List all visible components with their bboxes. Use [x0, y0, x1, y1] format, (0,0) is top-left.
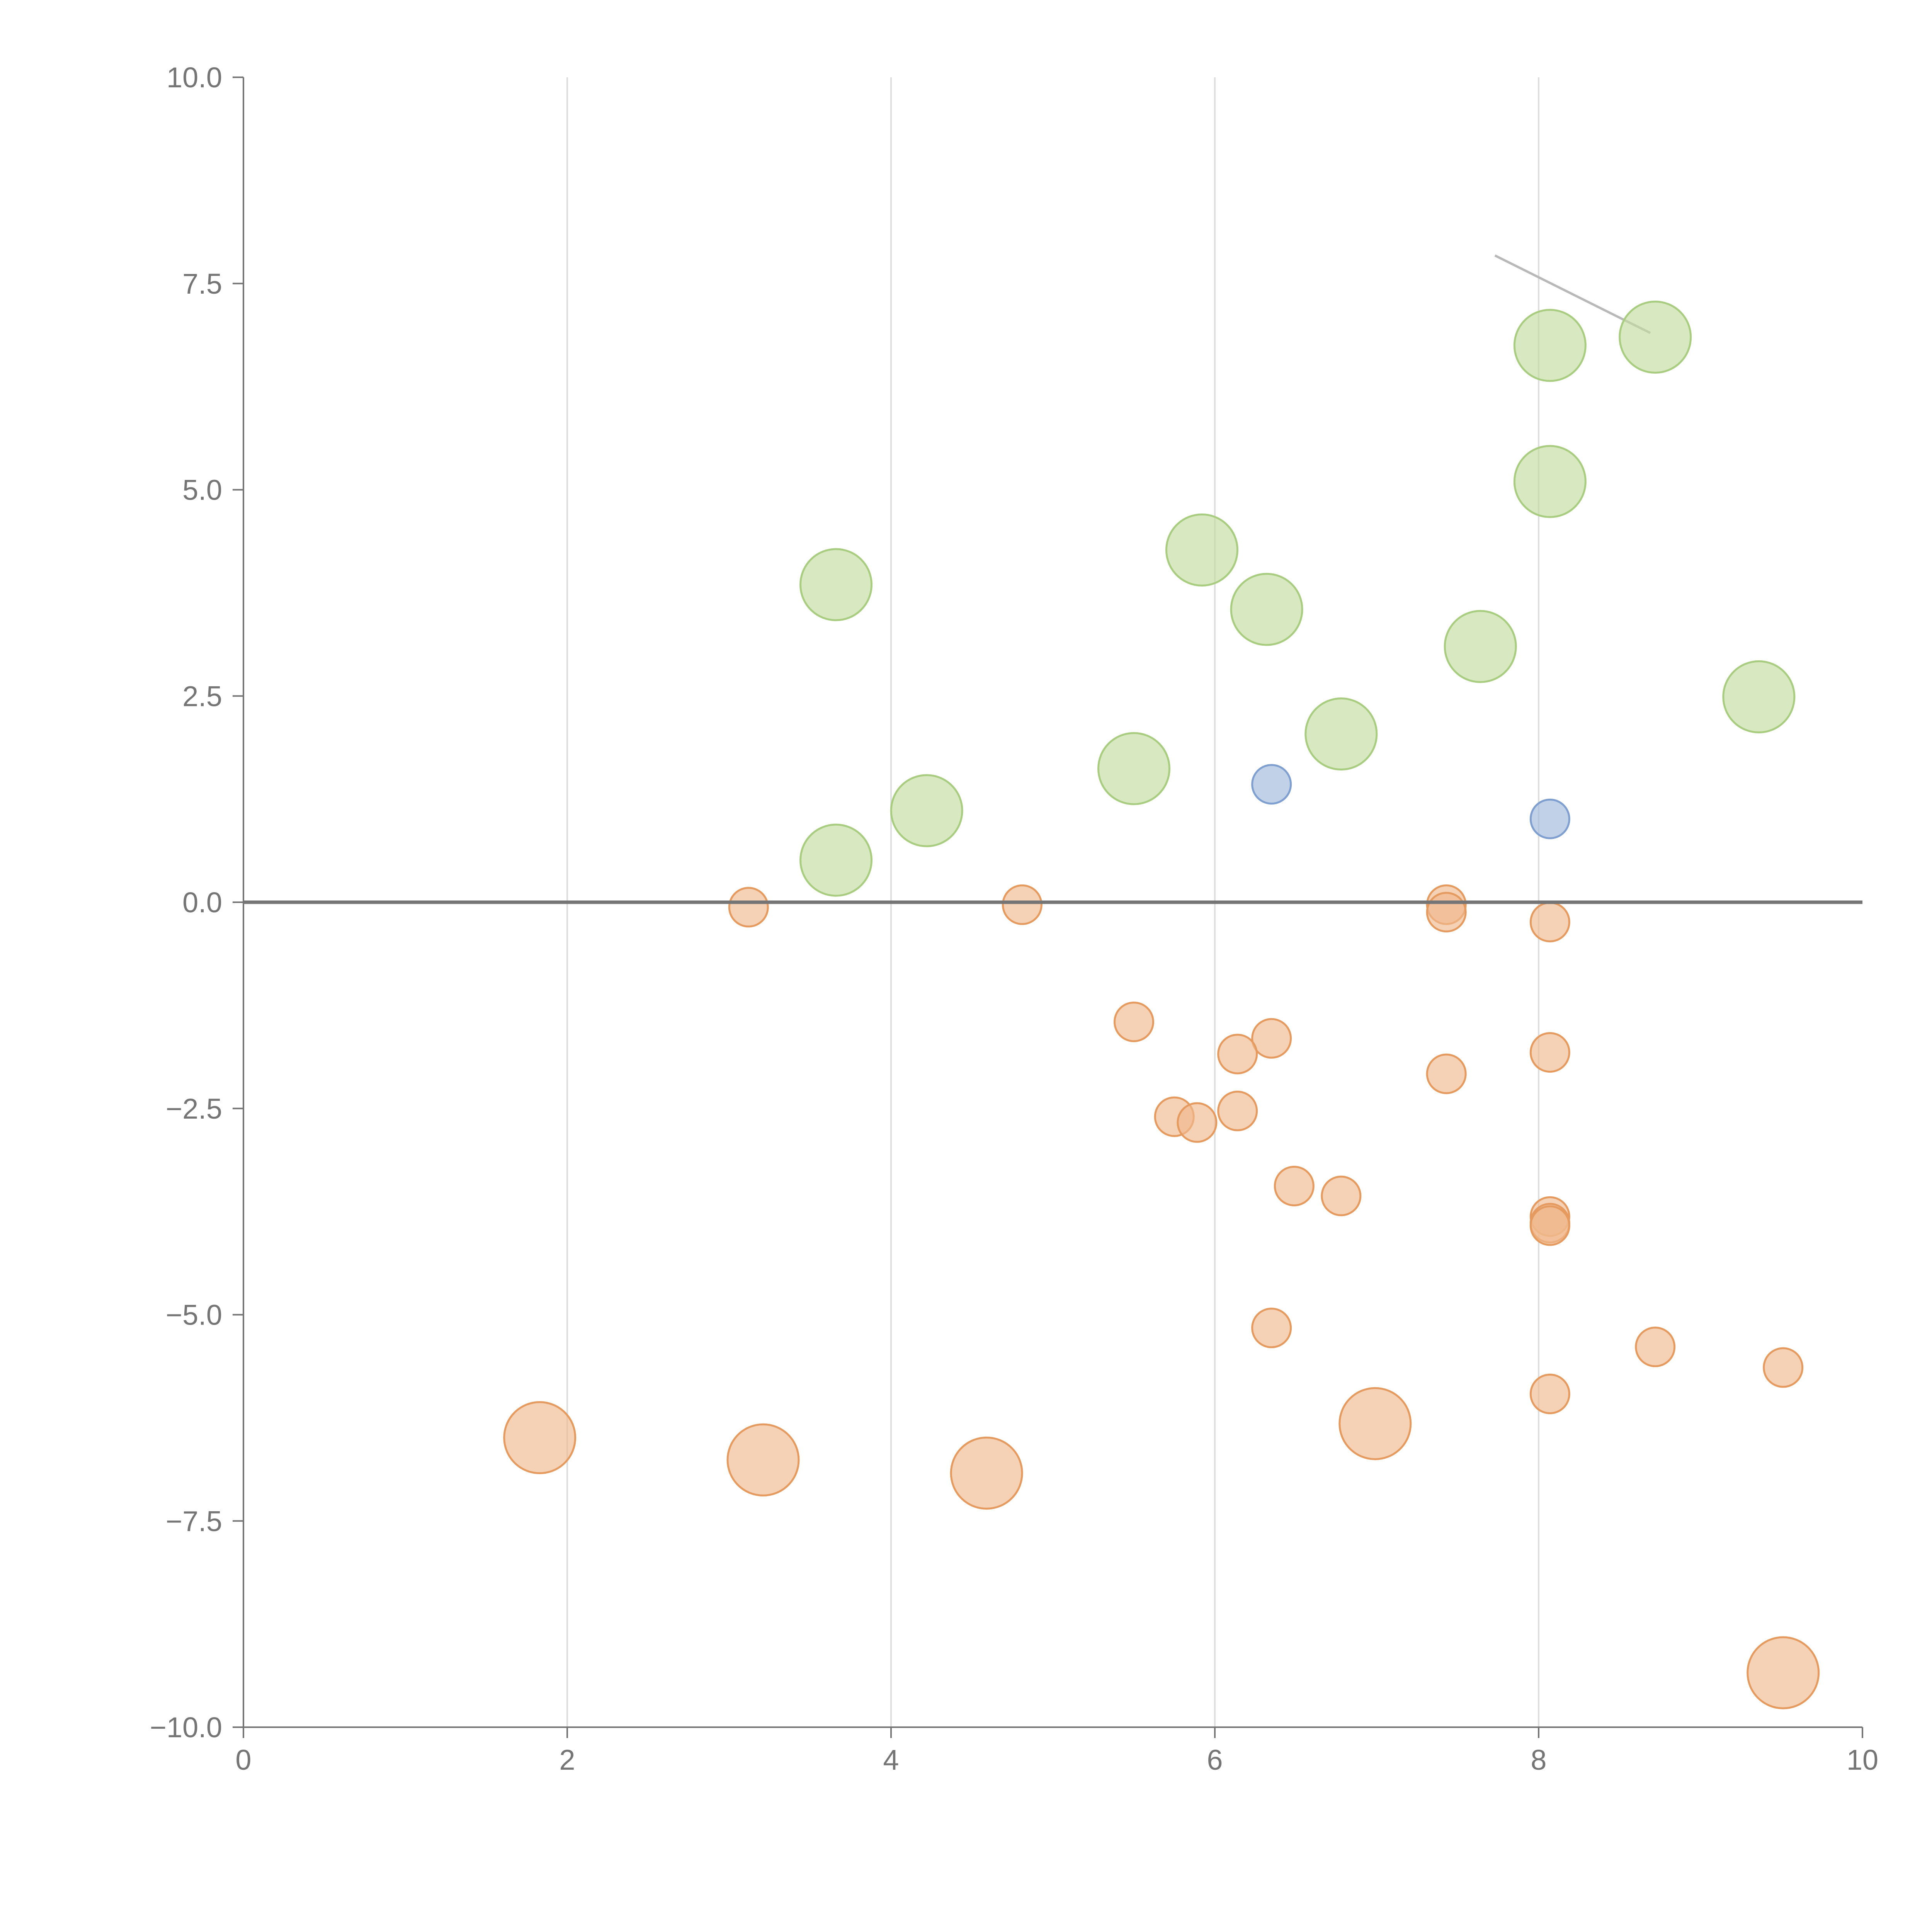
blue-small-data-point[interactable]: [1251, 764, 1292, 805]
x-tick-label: 0: [235, 1744, 251, 1776]
orange-small-data-point[interactable]: [1002, 884, 1043, 925]
orange-small-data-point[interactable]: [1217, 1034, 1258, 1075]
y-tick-label: 5.0: [182, 474, 222, 506]
y-tick-label: −2.5: [166, 1093, 222, 1125]
orange-large-data-point[interactable]: [726, 1423, 800, 1497]
orange-small-data-point[interactable]: [1529, 1373, 1570, 1414]
green-large-data-point[interactable]: [1444, 610, 1517, 683]
orange-small-data-point[interactable]: [1426, 892, 1467, 933]
orange-small-data-point[interactable]: [1529, 1205, 1570, 1246]
green-large-data-point[interactable]: [1722, 660, 1796, 733]
green-large-data-point[interactable]: [1230, 573, 1303, 646]
orange-small-data-point[interactable]: [728, 887, 769, 928]
green-large-data-point[interactable]: [1165, 513, 1238, 587]
orange-small-data-point[interactable]: [1529, 901, 1570, 942]
tick-labels: 0 2 4 6 8 10 10.0 7.5 5.0 2.5 0.0 −2.5 −5.0 −7.5 −10.0: [150, 61, 1878, 1776]
axes: [233, 77, 1863, 1738]
blue-small-data-point[interactable]: [1529, 798, 1570, 839]
orange-small-data-point[interactable]: [1251, 1308, 1292, 1349]
x-tick-label: 2: [559, 1744, 575, 1776]
green-large-data-point[interactable]: [1304, 697, 1378, 770]
green-large-data-point[interactable]: [799, 548, 873, 621]
x-tick-label: 8: [1531, 1744, 1546, 1776]
y-tick-label: 10.0: [167, 61, 222, 94]
green-large-data-point[interactable]: [1513, 445, 1587, 518]
green-large-data-point[interactable]: [1097, 732, 1170, 805]
y-tick-label: 0.0: [182, 886, 222, 918]
orange-small-data-point[interactable]: [1274, 1165, 1315, 1206]
orange-small-data-point[interactable]: [1114, 1002, 1154, 1043]
orange-large-data-point[interactable]: [1747, 1636, 1820, 1709]
orange-large-data-point[interactable]: [1338, 1387, 1412, 1460]
orange-small-data-point[interactable]: [1529, 1032, 1570, 1073]
orange-large-data-point[interactable]: [503, 1401, 577, 1475]
orange-small-data-point[interactable]: [1217, 1090, 1258, 1131]
green-large-data-point[interactable]: [1619, 301, 1692, 374]
orange-small-data-point[interactable]: [1177, 1102, 1218, 1143]
x-tick-label: 10: [1847, 1744, 1878, 1776]
green-large-data-point[interactable]: [799, 823, 873, 897]
orange-small-data-point[interactable]: [1321, 1175, 1362, 1216]
x-tick-label: 4: [883, 1744, 899, 1776]
orange-large-data-point[interactable]: [950, 1436, 1023, 1510]
orange-small-data-point[interactable]: [1635, 1327, 1676, 1367]
orange-small-data-point[interactable]: [1763, 1347, 1804, 1388]
y-tick-label: −5.0: [166, 1299, 222, 1331]
green-large-data-point[interactable]: [1513, 309, 1587, 382]
green-large-data-point[interactable]: [890, 774, 963, 847]
orange-small-data-point[interactable]: [1426, 1053, 1467, 1094]
y-tick-label: 2.5: [182, 680, 222, 712]
orange-small-data-point[interactable]: [1251, 1018, 1292, 1059]
x-tick-label: 6: [1207, 1744, 1223, 1776]
y-tick-label: −7.5: [166, 1505, 222, 1537]
data-points: [503, 301, 1820, 1709]
y-tick-label: 7.5: [182, 268, 222, 300]
y-tick-label: −10.0: [150, 1711, 222, 1743]
